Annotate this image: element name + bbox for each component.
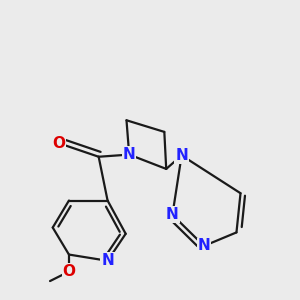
Text: N: N bbox=[166, 207, 179, 222]
Text: N: N bbox=[175, 148, 188, 163]
Text: N: N bbox=[198, 238, 210, 253]
Text: O: O bbox=[52, 136, 65, 151]
Text: O: O bbox=[62, 264, 75, 279]
Text: N: N bbox=[101, 253, 114, 268]
Text: N: N bbox=[123, 147, 136, 162]
